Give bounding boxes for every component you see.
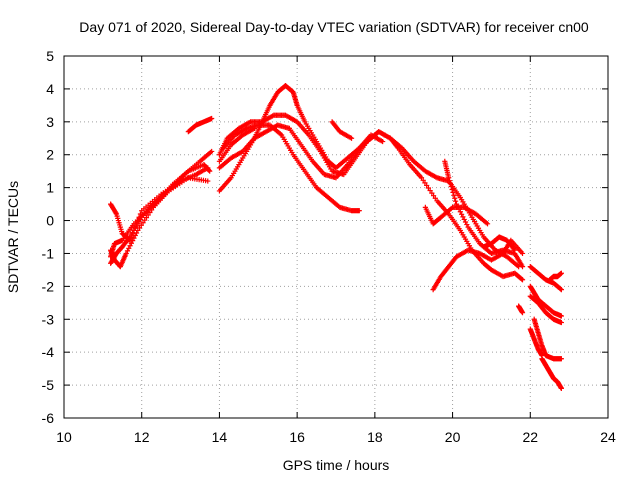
series-arc-17 [527,264,564,293]
data-point [519,277,526,283]
series-arc-13 [442,158,526,270]
series-arc-12 [422,204,491,227]
series-arc-5 [185,115,215,135]
data-point [449,186,455,193]
data-point [209,115,215,122]
data-point [558,385,564,391]
series-arc-23 [539,356,564,391]
data-point [446,175,452,181]
data-point [380,138,386,145]
series-arc-16 [516,303,526,316]
x-tick-labels: 10 12 14 16 18 20 22 24 [56,429,616,445]
y-tick-label: -6 [42,410,55,426]
y-tick-label: 4 [46,81,54,97]
x-tick-label: 18 [367,429,383,445]
data-point [348,135,355,141]
y-tick-label: -4 [42,344,55,360]
y-tick-labels: -6 -5 -4 -3 -2 -1 0 1 2 3 4 5 [42,48,55,426]
data-point [128,234,134,240]
series-arc-22 [531,316,564,362]
data-point [519,310,526,316]
data-point [448,183,454,190]
y-tick-label: 5 [46,48,54,64]
x-tick-label: 12 [134,429,150,445]
y-tick-label: -5 [42,377,55,393]
data-point [558,270,564,276]
data-point [205,165,211,171]
series-arc-20 [527,293,564,326]
x-tick-label: 20 [445,429,461,445]
data-point [447,181,454,187]
y-tick-label: -2 [42,278,55,294]
axis-ticks [63,55,609,419]
data-point [452,195,458,201]
y-tick-label: 0 [46,213,54,229]
series-arc-9 [220,122,362,214]
data-points [108,83,564,391]
x-tick-label: 16 [289,429,305,445]
data-point [452,198,459,204]
data-point [113,210,119,216]
x-tick-label: 10 [56,429,72,445]
data-point [451,192,457,198]
x-tick-label: 22 [522,429,538,445]
series-arc-15 [481,234,518,253]
x-tick-label: 14 [212,429,228,445]
series-arc-21 [527,326,545,359]
x-axis-label: GPS time / hours [283,457,390,473]
data-point [557,286,564,292]
plot-frame [63,55,609,419]
y-tick-label: 3 [46,114,54,130]
data-point [511,246,517,252]
data-point [127,237,133,243]
y-tick-label: 1 [46,180,54,196]
y-tick-label: 2 [46,147,54,163]
y-axis-label: SDTVAR / TECUs [5,181,21,293]
series-arc-4 [108,175,211,260]
y-tick-label: -3 [42,311,55,327]
data-point [558,287,564,293]
data-point [209,148,215,155]
series-arc-8 [216,122,386,181]
chart-title: Day 071 of 2020, Sidereal Day-to-day VTE… [79,19,589,35]
data-point [558,319,564,326]
data-point [484,221,491,227]
data-point [131,227,137,234]
series-arc-19 [527,283,564,319]
data-point [205,178,211,184]
data-point [446,178,453,184]
data-point [558,313,564,319]
data-point [519,250,526,257]
data-point [519,264,526,270]
data-point [512,247,518,253]
x-tick-label: 24 [600,429,616,445]
series-arc-10 [216,125,257,164]
data-point [251,125,257,131]
data-point [207,168,213,174]
grid [64,56,608,418]
data-point [356,208,362,214]
data-point [558,356,564,362]
y-tick-label: -1 [42,245,55,261]
data-point [130,231,136,237]
series-arc-11 [329,119,355,141]
series-arc-18 [547,270,564,283]
data-point [450,189,456,195]
data-point [519,276,525,282]
